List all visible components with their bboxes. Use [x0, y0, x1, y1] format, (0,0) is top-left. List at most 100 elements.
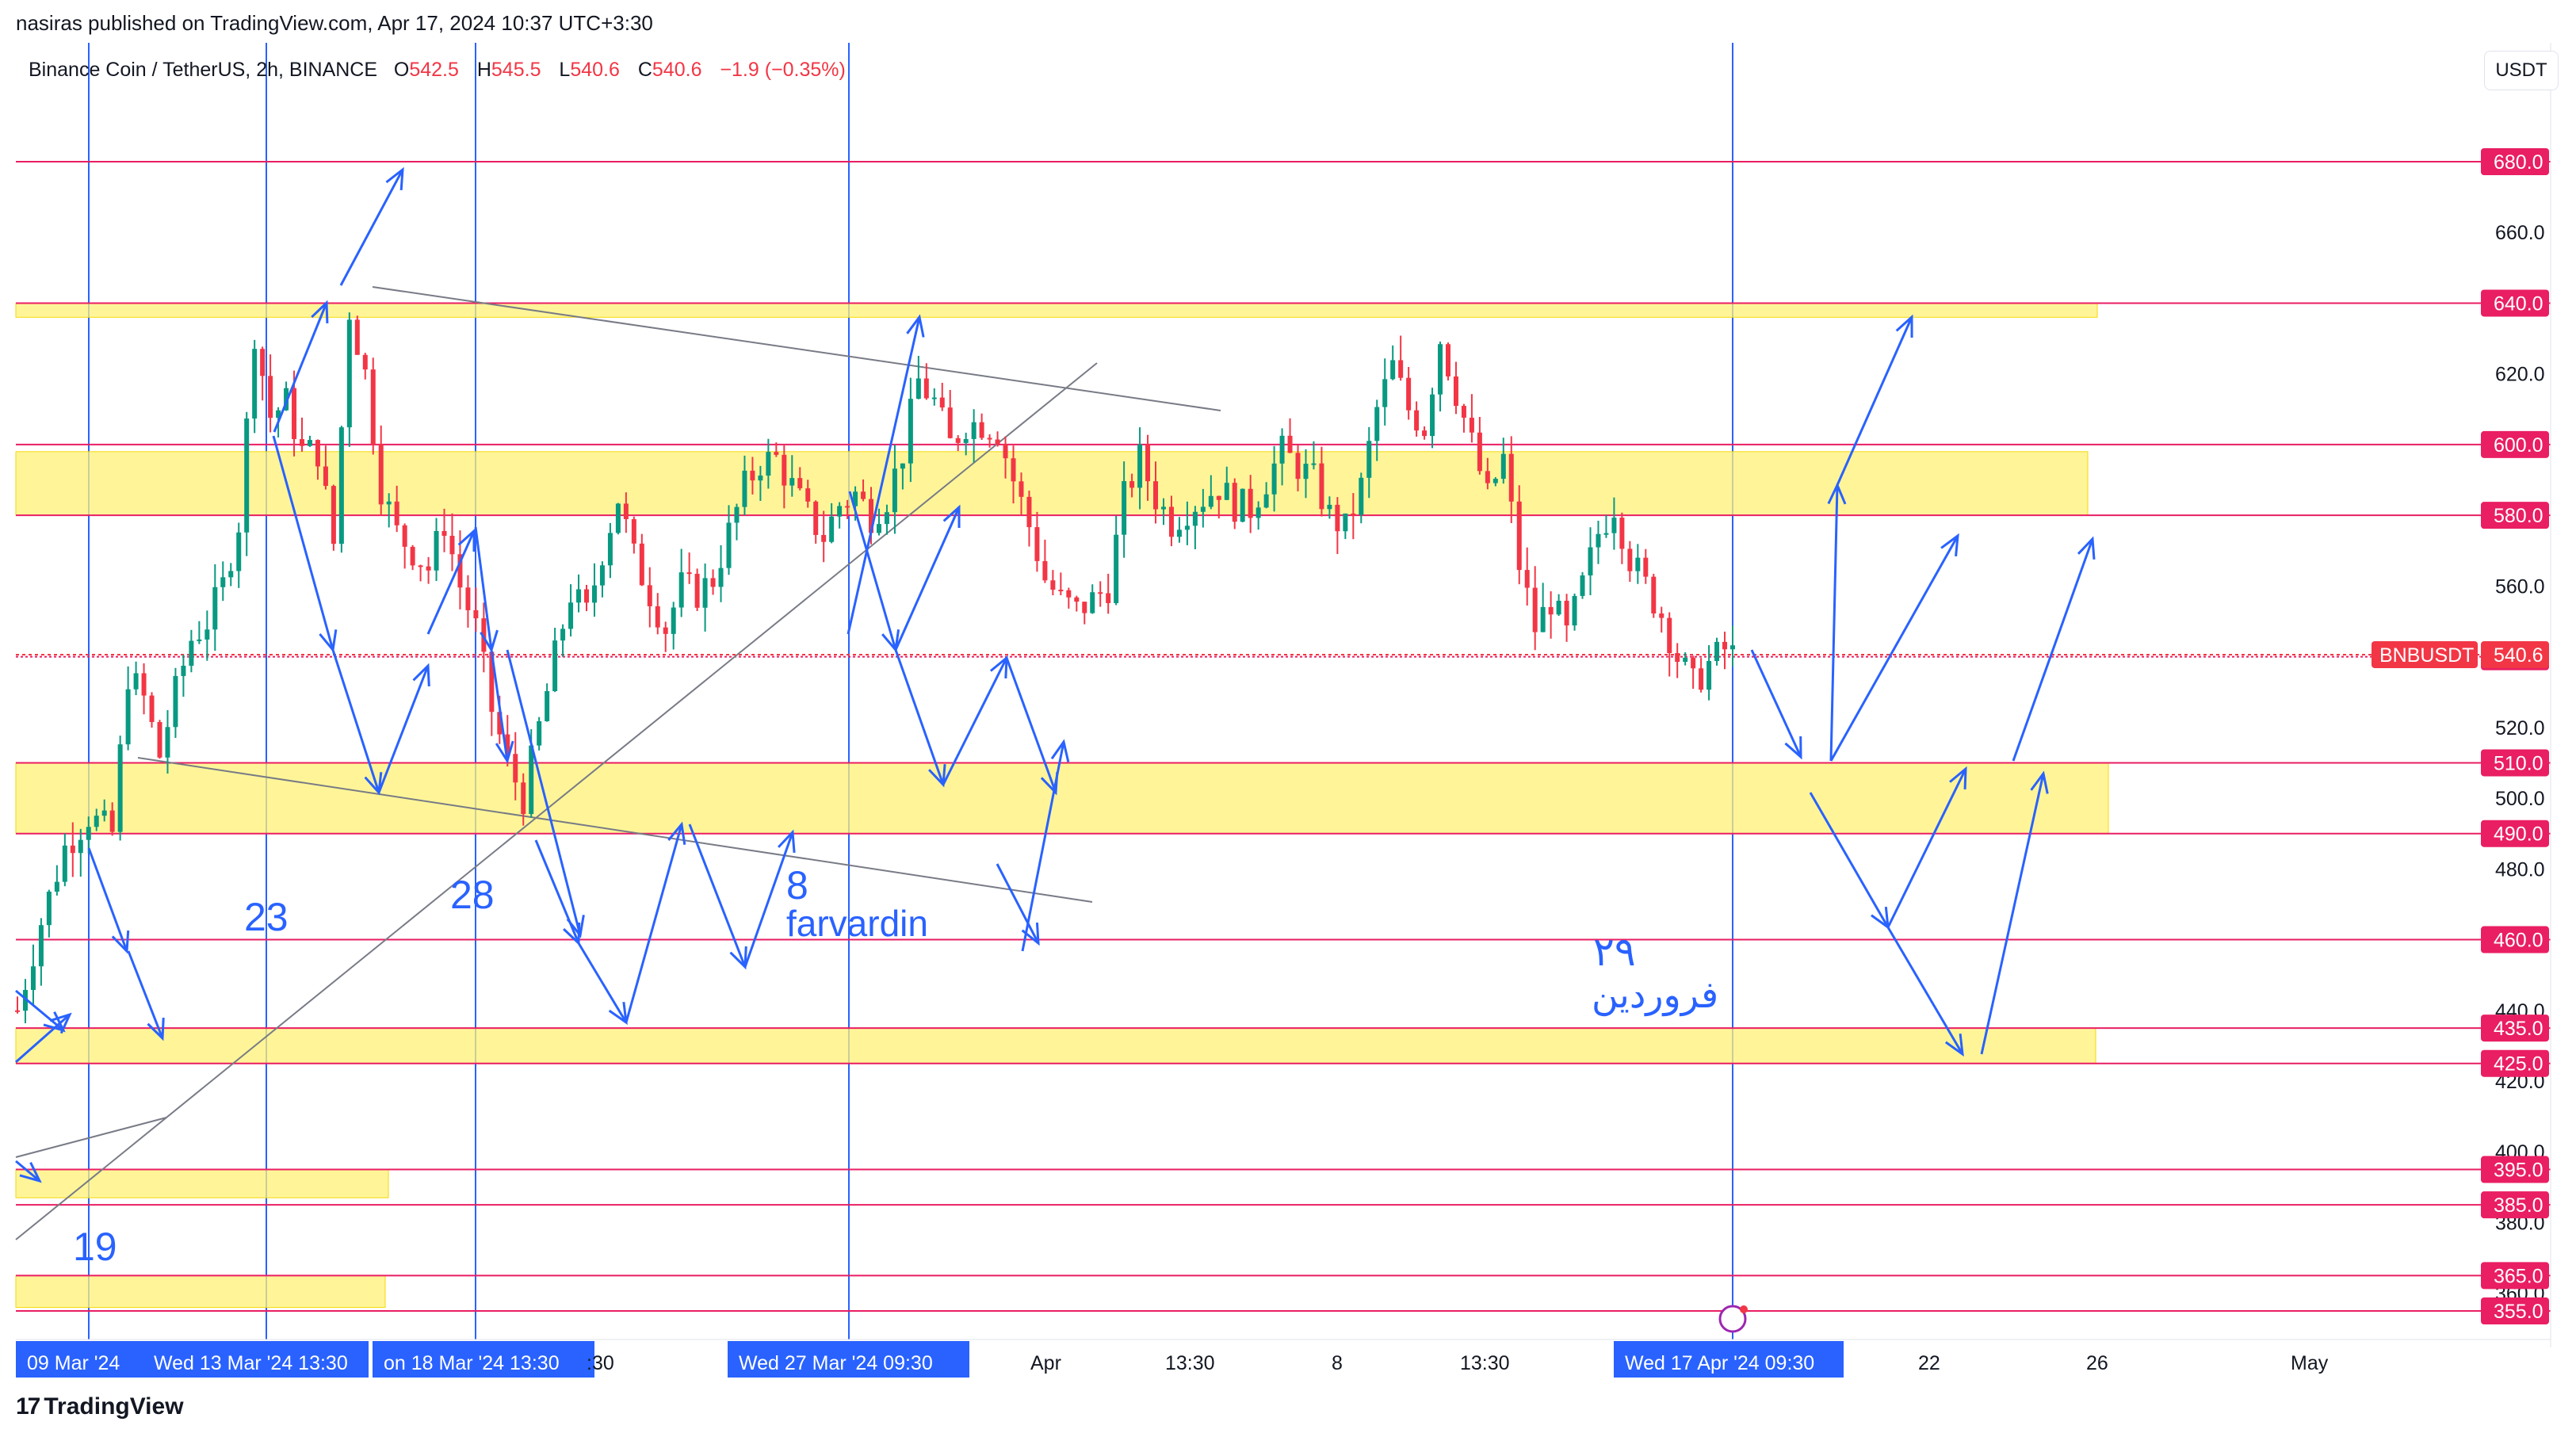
level-price-tag-text: 395.0	[2494, 1160, 2544, 1182]
annotation-arrow-line	[847, 316, 921, 635]
annotation-arrow-line	[1021, 741, 1065, 952]
zone-rect	[15, 451, 2089, 516]
candle-body	[513, 754, 518, 783]
time-axis-highlight	[143, 1341, 369, 1378]
time-axis-label: :30	[587, 1352, 614, 1374]
candle-body	[1722, 641, 1728, 650]
time-axis-label: Apr	[1030, 1352, 1061, 1374]
candle-body	[837, 506, 843, 517]
candle-body	[173, 675, 178, 728]
candle-body	[394, 501, 399, 525]
annotation-arrow-line	[894, 649, 945, 785]
candle-body	[853, 491, 858, 506]
level-price-tag-text: 490.0	[2494, 823, 2544, 846]
candle-body	[1635, 557, 1641, 571]
zone-rect	[15, 1169, 389, 1198]
candle-body	[125, 689, 131, 745]
candle-body	[1050, 580, 1056, 590]
candle-body	[1019, 481, 1024, 497]
candle-body	[370, 369, 376, 445]
candle-body	[1643, 557, 1649, 577]
candle-body	[1516, 501, 1522, 571]
candle-body	[1627, 548, 1633, 571]
candle-body	[1714, 641, 1720, 662]
annotation-arrow-line	[625, 823, 683, 1023]
candle-body	[165, 727, 170, 758]
candle-body	[552, 640, 558, 691]
candle-body	[346, 319, 352, 428]
candle-body	[1216, 495, 1221, 500]
candle-body	[284, 388, 289, 411]
tradingview-logo-text: TradingView	[44, 1393, 184, 1420]
annotation-arrow-head	[667, 821, 686, 845]
candle-body	[607, 533, 613, 566]
candle-body	[1003, 444, 1008, 459]
candle-body	[947, 407, 953, 438]
event-lightning-icon	[1718, 1305, 1747, 1333]
annotation-arrow-line	[377, 665, 430, 793]
candle-body	[1011, 458, 1016, 482]
annotation-23: 23	[244, 895, 289, 939]
annotation-arrow-head	[43, 1011, 66, 1033]
level-price-tag	[2481, 1049, 2549, 1077]
candle-body	[1707, 661, 1712, 690]
annotation-arrow-line	[942, 657, 1008, 785]
candle-body	[38, 925, 44, 967]
annotation-arrow-head	[2077, 536, 2096, 560]
candle-body	[782, 454, 787, 486]
candle-body	[1026, 496, 1032, 528]
symbol-title: Binance Coin / TetherUS, 2h, BINANCE	[29, 59, 378, 81]
candle-body	[931, 397, 937, 399]
candle-body	[402, 525, 407, 547]
annotation-arrow-line	[339, 169, 404, 286]
annotation-arrow-head	[778, 829, 796, 854]
candle-body	[884, 512, 889, 525]
candle-body	[1667, 617, 1672, 654]
annotation-arrow-line	[15, 1160, 40, 1183]
candle-body	[1572, 595, 1577, 626]
price-tick-label: 520.0	[2495, 717, 2545, 739]
candle-body	[1137, 444, 1143, 488]
level-price-tag	[2481, 1015, 2549, 1042]
candle-body	[133, 673, 139, 690]
time-axis-label: Wed 27 Mar '24 09:30	[739, 1352, 933, 1374]
candle-body	[1279, 435, 1285, 464]
candle-body	[268, 376, 273, 418]
time-axis-label: Wed 13 Mar '24 13:30	[154, 1352, 348, 1374]
candle-body	[149, 695, 155, 723]
candle-body	[1564, 600, 1569, 626]
time-axis: 09 Mar '24 Wed 13 Mar '24 13:30 on 18 Mar …	[16, 1305, 2551, 1378]
candle-body	[1240, 488, 1245, 522]
candle-body	[1200, 506, 1206, 512]
candle-body	[591, 585, 597, 603]
tradingview-logo[interactable]: 17 TradingView	[16, 1393, 184, 1420]
last-price-tag	[2481, 640, 2549, 668]
candle-body	[599, 565, 605, 586]
candle-body	[22, 990, 28, 1011]
candle-body	[1414, 410, 1420, 431]
annotation-arrow-head	[19, 1161, 42, 1183]
candle-body	[1532, 587, 1538, 632]
candle-body	[323, 466, 328, 487]
annotation-arrow-line	[506, 649, 582, 936]
candle-body	[971, 422, 977, 439]
price-axis: 680.0660.0640.0620.0600.0580.0560.0540.0…	[2372, 43, 2551, 1347]
low-label: L	[559, 59, 571, 81]
candle-body	[378, 444, 384, 505]
candle-body	[923, 378, 929, 399]
annotation-arrow-line	[1829, 535, 1959, 762]
trendline	[137, 757, 1093, 903]
time-axis-label: 13:30	[1460, 1352, 1510, 1374]
annotation-arrow-line	[1980, 773, 2045, 1055]
candle-body	[1619, 518, 1625, 549]
candle-body	[70, 845, 75, 854]
candle-body	[939, 397, 945, 408]
candle-body	[244, 418, 250, 533]
candle-body	[647, 585, 652, 606]
candle-body	[1492, 479, 1498, 483]
currency-button[interactable]: USDT	[2484, 51, 2559, 90]
annotation-arrow-line	[1750, 649, 1802, 758]
candle-body	[86, 827, 91, 840]
candle-body	[292, 388, 297, 440]
